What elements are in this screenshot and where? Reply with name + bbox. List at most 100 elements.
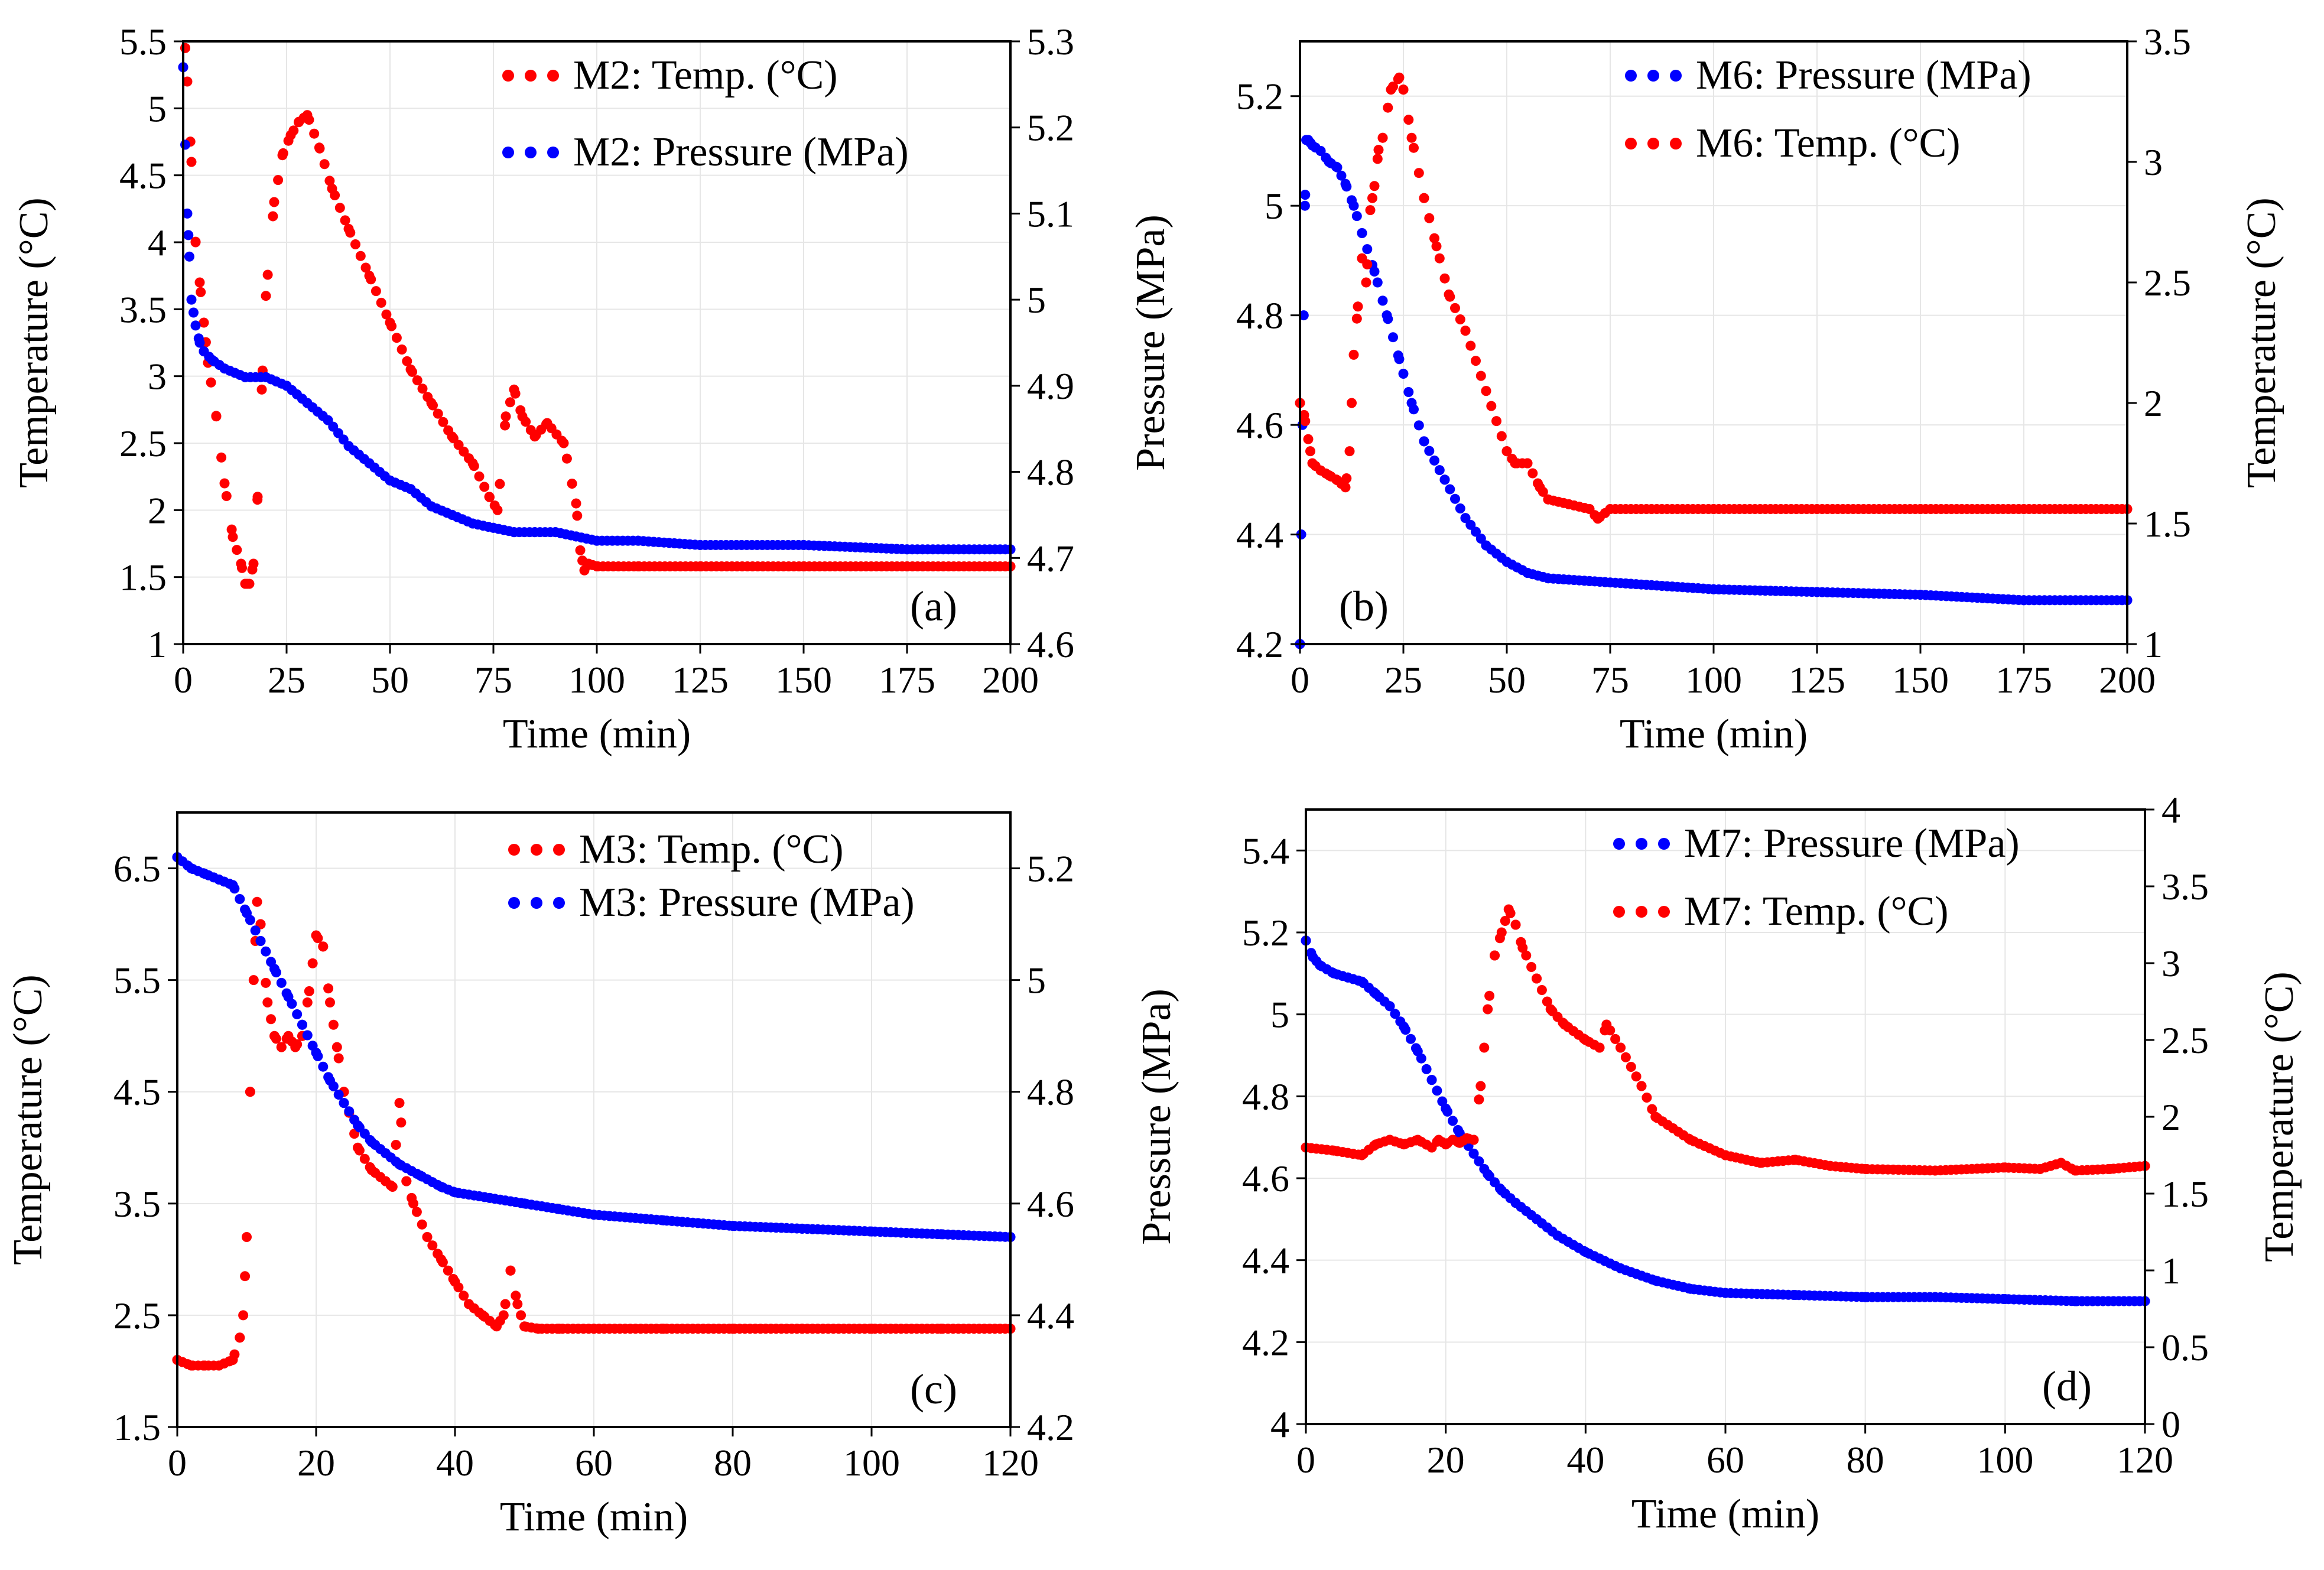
data-point <box>1465 519 1476 530</box>
data-point <box>450 1187 460 1198</box>
data-point <box>226 524 237 535</box>
data-point <box>1383 102 1393 113</box>
data-point <box>235 1332 245 1343</box>
data-point <box>533 1324 544 1334</box>
data-point <box>256 384 267 395</box>
data-point <box>281 381 292 391</box>
x-tick-label: 75 <box>1591 659 1629 701</box>
data-point <box>1481 540 1491 551</box>
legend-marker <box>1658 906 1670 918</box>
data-point <box>1403 115 1414 125</box>
data-point <box>269 1031 279 1041</box>
data-point <box>353 1142 363 1153</box>
data-point <box>1398 84 1409 95</box>
data-point <box>1584 576 1595 586</box>
left-y-tick-label: 4 <box>1270 1403 1289 1445</box>
data-point <box>1409 142 1419 153</box>
data-point <box>183 230 194 240</box>
legend-label: M2: Temp. (°C) <box>573 53 838 98</box>
data-point <box>1510 919 1521 930</box>
data-point <box>1616 1042 1626 1053</box>
data-point <box>339 1098 349 1109</box>
data-point <box>1384 1135 1395 1145</box>
data-point <box>1421 1064 1432 1074</box>
data-point <box>467 518 478 529</box>
data-point <box>1552 1230 1563 1241</box>
data-point <box>1370 1139 1381 1150</box>
data-point <box>1315 465 1326 476</box>
data-point <box>1424 213 1435 223</box>
data-point <box>1631 1071 1642 1082</box>
data-point <box>516 1310 526 1321</box>
data-point <box>798 539 809 550</box>
left-y-axis: 1 1.5 2 2.5 3 3.5 4 4.5 5 5.5 Temperature (°C) <box>11 21 183 665</box>
data-point <box>186 1360 196 1371</box>
data-point <box>331 1042 342 1052</box>
x-tick-label: 60 <box>575 1442 613 1484</box>
data-point <box>1357 253 1367 264</box>
legend-marker <box>1647 138 1659 149</box>
data-point <box>333 1053 344 1064</box>
data-point <box>1384 1001 1395 1012</box>
data-point <box>283 992 294 1002</box>
data-point <box>1542 996 1552 1007</box>
data-point <box>450 1276 460 1287</box>
right-y-tick-label: 3.5 <box>2162 866 2209 908</box>
data-point <box>1536 985 1547 995</box>
right-y-tick-label: 3.5 <box>2144 21 2191 63</box>
data-point <box>1315 146 1326 156</box>
x-axis: 0 25 50 75 100 125 150 175 200 Time (min) <box>174 644 1039 757</box>
right-y-tick-label: 5.3 <box>1027 21 1074 63</box>
data-point <box>505 1265 516 1276</box>
data-point <box>1412 1135 1423 1145</box>
data-point <box>500 1299 511 1309</box>
data-point <box>1685 1283 1696 1294</box>
data-point <box>1685 1135 1696 1145</box>
data-point <box>334 203 345 213</box>
data-point <box>391 333 402 343</box>
data-point <box>1332 162 1343 173</box>
x-axis: 0 20 40 60 80 100 120 Time (min) <box>168 1427 1039 1540</box>
x-tick-label: 100 <box>568 659 625 701</box>
series-pressure <box>178 62 1016 555</box>
data-point <box>186 863 196 873</box>
data-point <box>1298 310 1309 321</box>
data-point <box>1510 1198 1521 1208</box>
data-point <box>495 479 505 489</box>
data-point <box>417 1219 427 1230</box>
data-point <box>1372 277 1383 288</box>
data-point <box>219 478 230 489</box>
data-point <box>1370 989 1381 999</box>
data-point <box>554 1204 564 1214</box>
x-tick-label: 25 <box>268 659 305 701</box>
data-point <box>1424 446 1435 456</box>
data-point <box>232 545 242 555</box>
series-pressure <box>1301 935 2150 1306</box>
data-point <box>1444 289 1454 300</box>
data-point <box>1357 228 1367 238</box>
data-point <box>658 1324 668 1334</box>
left-y-tick-label: 2 <box>148 489 167 531</box>
data-point <box>343 441 354 451</box>
data-point <box>902 544 912 555</box>
data-point <box>1348 349 1359 360</box>
data-point <box>575 545 586 555</box>
right-y-tick-label: 4.9 <box>1027 365 1074 407</box>
x-tick-label: 0 <box>174 659 193 701</box>
legend-marker <box>1613 906 1625 918</box>
data-point <box>1369 266 1380 277</box>
x-axis-title: Time (min) <box>500 1494 688 1540</box>
data-point <box>1429 455 1439 466</box>
data-point <box>1406 1033 1416 1044</box>
data-point <box>1605 504 1616 514</box>
data-point <box>385 475 395 486</box>
data-point <box>180 43 190 53</box>
data-point <box>381 1148 391 1159</box>
right-y-tick-label: 2.5 <box>2162 1019 2209 1061</box>
data-point <box>1343 972 1353 983</box>
data-point <box>269 197 279 207</box>
data-point <box>214 1360 224 1371</box>
panel-label: (a) <box>910 583 957 630</box>
data-point <box>1481 386 1491 396</box>
data-point <box>364 271 375 281</box>
